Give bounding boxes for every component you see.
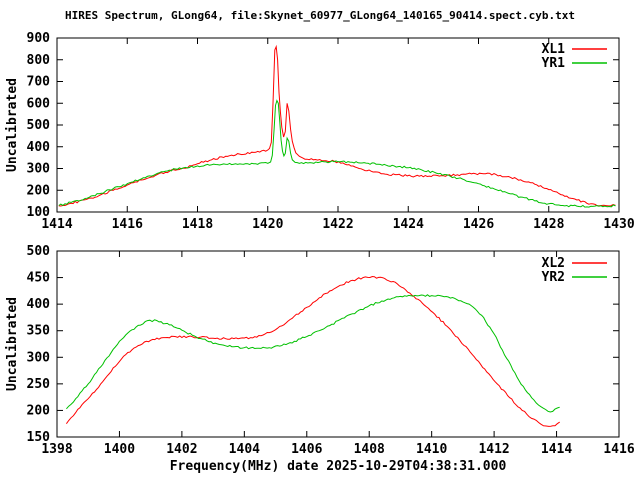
y-tick-label: 600 — [27, 96, 51, 111]
plot-border — [56, 250, 620, 438]
legend-label-XL2: XL2 — [542, 256, 565, 271]
y-tick-label: 900 — [27, 31, 51, 46]
y-tick-label: 500 — [27, 244, 51, 259]
x-tick-label: 1428 — [533, 217, 564, 232]
y-tick-label: 400 — [27, 297, 51, 312]
x-axis-label: Frequency(MHz) date 2025-10-29T04:38:31.… — [169, 459, 507, 474]
x-tick-label: 1430 — [603, 217, 634, 232]
x-tick-label: 1412 — [478, 442, 509, 457]
x-tick-label: 1406 — [291, 442, 322, 457]
y-tick-label: 150 — [27, 430, 51, 445]
bottom-panel: 1398 1400 1402 1404 1406 1408 1410 1412 1414 1416… — [5, 244, 635, 457]
y-tick-label: 300 — [27, 350, 51, 365]
x-tick-label: 1418 — [182, 217, 213, 232]
y-tick-label: 500 — [27, 118, 51, 133]
y-tick-label: 700 — [27, 75, 51, 90]
series-XL1 — [58, 44, 616, 207]
y-tick-label: 250 — [27, 377, 51, 392]
x-tick-label: 1414 — [541, 442, 572, 457]
legend-label-YR2: YR2 — [542, 270, 565, 285]
y-tick-label: 200 — [27, 183, 51, 198]
x-tick-label: 1408 — [354, 442, 385, 457]
x-tick-label: 1400 — [104, 442, 135, 457]
x-tick-label: 1404 — [229, 442, 260, 457]
series-YR1 — [58, 99, 616, 208]
x-tick-label: 1424 — [393, 217, 424, 232]
y-tick-label: 200 — [27, 403, 51, 418]
y-tick-label: 800 — [27, 53, 51, 68]
legend-label-XL1: XL1 — [542, 42, 566, 57]
x-tick-label: 1426 — [463, 217, 494, 232]
chart-title: HIRES Spectrum, GLong64, file:Skynet_609… — [65, 9, 575, 22]
x-tick-label: 1416 — [112, 217, 143, 232]
series-XL2 — [65, 275, 560, 427]
x-tick-label: 1414 — [41, 217, 72, 232]
x-tick-label: 1402 — [166, 442, 197, 457]
y-axis-title: Uncalibrated — [5, 297, 20, 391]
x-tick-label: 1398 — [41, 442, 72, 457]
y-tick-label: 100 — [27, 205, 51, 220]
top-panel: 1414 1416 1418 1420 1422 1424 1426 1428 1430 100 2… — [5, 31, 635, 232]
plot-border — [56, 37, 620, 213]
x-tick-label: 1422 — [322, 217, 353, 232]
x-tick-label: 1410 — [416, 442, 447, 457]
x-tick-label: 1420 — [252, 217, 283, 232]
y-tick-label: 300 — [27, 162, 51, 177]
y-axis-title: Uncalibrated — [5, 78, 20, 172]
y-tick-label: 350 — [27, 324, 51, 339]
legend-label-YR1: YR1 — [542, 56, 566, 71]
y-tick-label: 400 — [27, 140, 51, 155]
series-YR2 — [66, 294, 560, 413]
x-tick-label: 1416 — [603, 442, 634, 457]
y-tick-label: 450 — [27, 271, 51, 286]
